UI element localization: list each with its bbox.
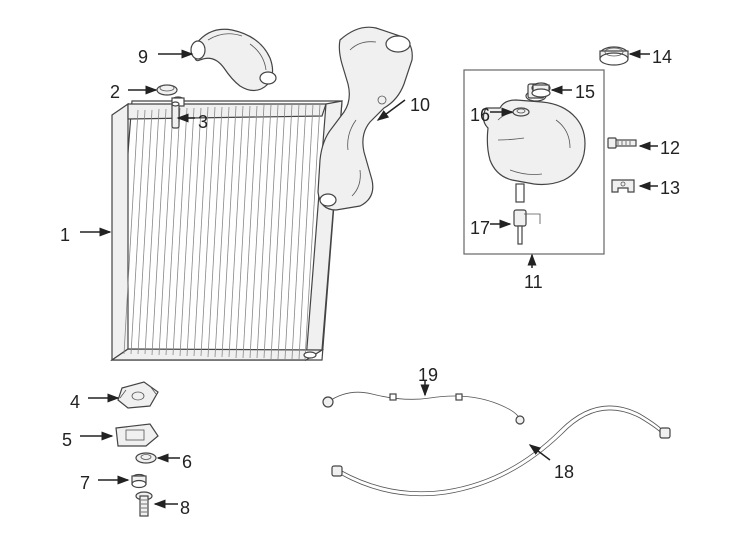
part-radiator (112, 97, 342, 360)
callout-7: 7 (80, 473, 90, 494)
part-spacer-7 (132, 475, 146, 488)
part-washer-6 (136, 453, 156, 463)
callout-13: 13 (660, 178, 680, 199)
callout-4: 4 (70, 392, 80, 413)
parts-diagram (0, 0, 734, 540)
callout-12: 12 (660, 138, 680, 159)
callout-15: 15 (575, 82, 595, 103)
part-washer-16 (513, 108, 529, 116)
part-upper-hose (191, 29, 276, 90)
part-sensor-17 (514, 210, 540, 244)
callout-14: 14 (652, 47, 672, 68)
callout-6: 6 (182, 452, 192, 473)
callout-10: 10 (410, 95, 430, 116)
callout-5: 5 (62, 430, 72, 451)
part-mount-4 (118, 382, 158, 408)
callout-9: 9 (138, 47, 148, 68)
callout-3: 3 (198, 112, 208, 133)
callout-19: 19 (418, 365, 438, 386)
part-reservoir-11 (483, 84, 585, 202)
callout-17: 17 (470, 218, 490, 239)
callout-18: 18 (554, 462, 574, 483)
callout-2: 2 (110, 82, 120, 103)
callout-11: 11 (524, 272, 543, 293)
part-clip-13 (612, 180, 634, 192)
part-cap-14 (600, 47, 628, 65)
part-hose-18 (332, 406, 670, 496)
callout-8: 8 (180, 498, 190, 519)
part-pin-3 (172, 102, 179, 128)
part-grommet-2 (157, 85, 177, 95)
part-wire-19 (323, 392, 524, 424)
part-bolt-12 (608, 138, 636, 148)
part-bolt-8 (136, 492, 152, 516)
part-cap-15 (532, 83, 550, 97)
part-mount-5 (116, 424, 158, 446)
callout-1: 1 (60, 225, 70, 246)
callout-16: 16 (470, 105, 490, 126)
